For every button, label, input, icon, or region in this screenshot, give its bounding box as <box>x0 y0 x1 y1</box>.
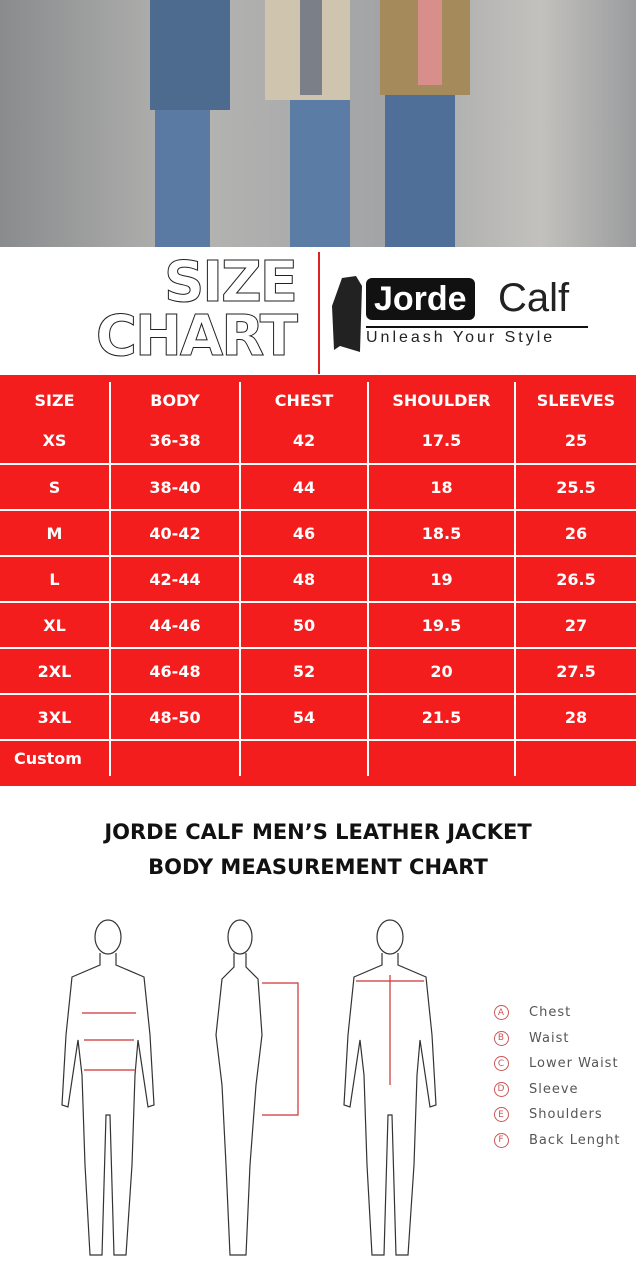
logo-jorde: Jorde <box>366 278 475 320</box>
models-illustration <box>150 0 470 247</box>
header-shoulder: SHOULDER <box>367 382 516 418</box>
table-cell: 44 <box>239 463 369 511</box>
table-cell <box>367 739 516 776</box>
table-cell: 28 <box>514 693 636 741</box>
header-size: SIZE <box>0 382 111 418</box>
table-cell: 21.5 <box>367 693 516 741</box>
legend-letter-icon: D <box>494 1081 509 1097</box>
legend-letter-icon: B <box>494 1030 509 1046</box>
table-cell: 52 <box>239 647 369 695</box>
table-cell: 54 <box>239 693 369 741</box>
legend-label: Waist <box>529 1030 570 1046</box>
table-row: XS 36-38 42 17.5 25 <box>0 418 636 465</box>
table-cell: Custom <box>0 739 111 776</box>
legend-item: D Sleeve <box>494 1077 621 1103</box>
table-cell: 25 <box>514 418 636 465</box>
table-cell: L <box>0 555 111 603</box>
table-cell: 26 <box>514 509 636 557</box>
table-cell: 2XL <box>0 647 111 695</box>
table-cell: 27 <box>514 601 636 649</box>
legend-label: Chest <box>529 1005 572 1021</box>
legend-item: E Shoulders <box>494 1102 621 1128</box>
legend-item: F Back Lenght <box>494 1128 621 1154</box>
table-cell: 38-40 <box>109 463 241 511</box>
chart-title-line2: BODY MEASUREMENT CHART <box>148 855 488 879</box>
figure-side <box>215 919 299 1256</box>
model-right <box>380 0 470 247</box>
size-table: SIZE BODY CHEST SHOULDER SLEEVES XS 36-38… <box>0 375 636 786</box>
legend-item: A Chest <box>494 1000 621 1026</box>
table-cell: 48-50 <box>109 693 241 741</box>
table-cell: 48 <box>239 555 369 603</box>
legend-letter-icon: F <box>494 1132 509 1148</box>
divider <box>318 252 320 374</box>
table-cell: 42 <box>239 418 369 465</box>
table-cell: 17.5 <box>367 418 516 465</box>
table-cell: 18.5 <box>367 509 516 557</box>
table-cell: S <box>0 463 111 511</box>
table-cell <box>239 739 369 776</box>
table-row: Custom <box>0 739 636 776</box>
legend-letter-icon: E <box>494 1107 509 1123</box>
header-chest: CHEST <box>239 382 369 418</box>
table-cell: 20 <box>367 647 516 695</box>
table-cell: 46-48 <box>109 647 241 695</box>
table-cell <box>109 739 241 776</box>
logo-calf: Calf <box>498 276 570 320</box>
chart-title-line1: JORDE CALF MEN’S LEATHER JACKET <box>104 820 532 844</box>
table-cell: 3XL <box>0 693 111 741</box>
table-cell: 26.5 <box>514 555 636 603</box>
model-left <box>150 0 230 247</box>
table-cell: 36-38 <box>109 418 241 465</box>
table-row: 3XL 48-50 54 21.5 28 <box>0 693 636 741</box>
size-heading-line2: CHART <box>95 304 298 369</box>
table-cell: 44-46 <box>109 601 241 649</box>
measurement-legend: A Chest B Waist C Lower Waist D Sleeve E Shoulder… <box>494 1000 621 1153</box>
table-row: M 40-42 46 18.5 26 <box>0 509 636 557</box>
table-header-row: SIZE BODY CHEST SHOULDER SLEEVES <box>0 382 636 418</box>
header-sleeves: SLEEVES <box>514 382 636 418</box>
table-cell <box>514 739 636 776</box>
table-cell: XL <box>0 601 111 649</box>
table-row: S 38-40 44 18 25.5 <box>0 463 636 511</box>
table-cell: 19.5 <box>367 601 516 649</box>
legend-label: Shoulders <box>529 1107 603 1123</box>
legend-item: C Lower Waist <box>494 1051 621 1077</box>
legend-label: Back Lenght <box>529 1132 621 1148</box>
model-center <box>265 0 350 247</box>
table-cell: 18 <box>367 463 516 511</box>
table-cell: 46 <box>239 509 369 557</box>
table-row: 2XL 46-48 52 20 27.5 <box>0 647 636 695</box>
header-body: BODY <box>109 382 241 418</box>
legend-label: Sleeve <box>529 1081 579 1097</box>
jacket-icon <box>332 276 362 352</box>
table-cell: XS <box>0 418 111 465</box>
figure-front <box>61 919 155 1256</box>
hero-photo <box>0 0 636 247</box>
table-cell: M <box>0 509 111 557</box>
table-cell: 27.5 <box>514 647 636 695</box>
figure-back <box>343 919 437 1256</box>
legend-letter-icon: A <box>494 1005 509 1021</box>
brand-logo: Jorde Calf Unleash Your Style <box>332 272 602 352</box>
table-cell: 50 <box>239 601 369 649</box>
legend-letter-icon: C <box>494 1056 509 1072</box>
size-heading-line1: SIZE <box>163 250 298 315</box>
table-cell: 40-42 <box>109 509 241 557</box>
table-row: XL 44-46 50 19.5 27 <box>0 601 636 649</box>
body-figures <box>61 919 437 1256</box>
logo-tagline: Unleash Your Style <box>366 326 588 347</box>
legend-label: Lower Waist <box>529 1056 619 1072</box>
table-row: L 42-44 48 19 26.5 <box>0 555 636 603</box>
table-cell: 42-44 <box>109 555 241 603</box>
table-cell: 19 <box>367 555 516 603</box>
table-cell: 25.5 <box>514 463 636 511</box>
legend-item: B Waist <box>494 1026 621 1052</box>
